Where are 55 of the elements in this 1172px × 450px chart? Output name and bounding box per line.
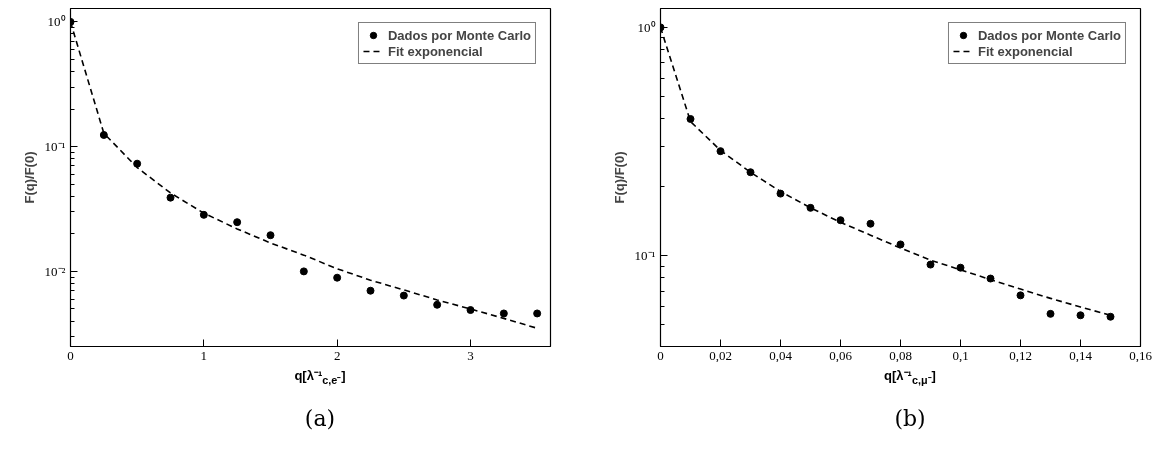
y-tick-label: 10⁰ [47, 14, 66, 30]
x-tick-label: 0,1 [952, 347, 969, 363]
y-tick-label: 10⁰ [637, 19, 656, 35]
text: (a) [304, 405, 336, 433]
x-axis-title: q[λ⁻¹$_{c,e⁻}$] [294, 367, 346, 388]
x-tick-label: 0,04 [769, 347, 793, 363]
point [1106, 312, 1115, 321]
x-tick-label: 0 [657, 347, 664, 363]
point [866, 219, 875, 228]
point [233, 218, 242, 227]
point [299, 267, 308, 276]
y-tick-label: 10⁻¹ [44, 139, 66, 155]
point [1076, 311, 1085, 320]
point [686, 114, 695, 123]
x-tick-label: 0 [67, 347, 74, 363]
point [366, 286, 375, 295]
point [466, 306, 475, 315]
x-tick-label: 0,16 [1129, 347, 1153, 363]
point [896, 240, 905, 249]
legend-label: Dados por Monte Carlo [977, 27, 1121, 43]
x-tick-label: 0,12 [1009, 347, 1032, 363]
y-axis-title: F(q)/F(0) [611, 151, 627, 204]
point [433, 300, 442, 309]
point [1046, 309, 1055, 318]
point [133, 159, 142, 168]
point [1016, 291, 1025, 300]
x-tick-label: 0,08 [889, 347, 912, 363]
legend-label: Fit exponencial [977, 43, 1073, 59]
legend-label: Dados por Monte Carlo [387, 27, 531, 43]
point [199, 210, 208, 219]
point [399, 291, 408, 300]
y-axis-title: F(q)/F(0) [21, 151, 37, 204]
x-tick-label: 1 [200, 347, 208, 363]
point [499, 309, 508, 318]
x-tick-label: 0,02 [709, 347, 732, 363]
text: (b) [894, 405, 926, 433]
y-tick-label: 10⁻² [44, 263, 66, 279]
x-tick-label: 2 [333, 347, 341, 363]
point [533, 309, 542, 318]
legend-label: Fit exponencial [387, 43, 483, 59]
x-tick-label: 3 [467, 347, 474, 363]
point [746, 168, 755, 177]
point [333, 273, 342, 282]
point [716, 147, 725, 156]
y-tick-label: 10⁻¹ [634, 248, 656, 264]
point [99, 130, 108, 139]
point [166, 193, 175, 202]
point [836, 216, 845, 225]
point [266, 231, 275, 240]
x-tick-label: 0,14 [1069, 347, 1093, 363]
point [956, 263, 965, 272]
point [806, 203, 815, 212]
x-axis-title: q[λ⁻¹$_{c,μ⁻}$] [884, 367, 936, 388]
x-tick-label: 0,06 [829, 347, 853, 363]
point [926, 260, 935, 269]
